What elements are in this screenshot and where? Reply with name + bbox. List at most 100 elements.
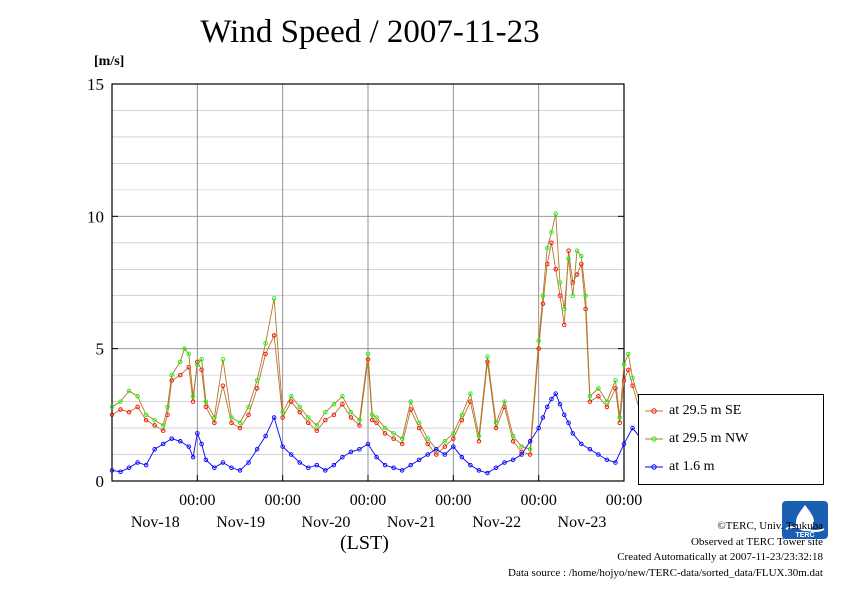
data-point	[271, 333, 277, 338]
data-point	[553, 267, 558, 272]
data-point	[118, 407, 123, 412]
data-point	[604, 399, 610, 404]
chart-legend: at 29.5 m SE at 29.5 m NW at 1.6 m	[638, 394, 824, 485]
data-point	[186, 364, 192, 370]
data-point	[630, 375, 635, 381]
data-point	[527, 446, 533, 452]
data-point	[540, 415, 546, 420]
data-point	[237, 468, 243, 473]
chart-title: Wind Speed / 2007-11-23	[200, 14, 540, 50]
data-point	[566, 248, 571, 253]
data-point	[566, 420, 571, 426]
data-point	[502, 460, 507, 465]
legend-label-se: at 29.5 m SE	[669, 403, 742, 418]
data-point	[203, 399, 209, 404]
data-point	[451, 431, 456, 436]
data-point	[203, 404, 209, 410]
data-point	[574, 248, 580, 253]
data-point	[118, 399, 123, 404]
data-point	[434, 452, 439, 457]
data-point	[237, 425, 243, 431]
data-point	[510, 433, 516, 439]
x-tick-label-date: Nov-23	[558, 514, 607, 531]
data-point	[263, 433, 268, 439]
data-point	[562, 322, 567, 328]
data-point	[617, 420, 622, 426]
y-axis-unit: [m/s]	[94, 54, 125, 69]
data-point	[630, 425, 635, 431]
data-point	[391, 436, 396, 441]
data-point	[621, 378, 627, 383]
data-point	[220, 460, 226, 465]
data-point	[331, 412, 337, 418]
x-tick-label-date: Nov-20	[302, 514, 351, 531]
data-point	[583, 293, 588, 298]
data-point	[549, 229, 554, 235]
data-point	[493, 425, 499, 431]
data-point	[331, 401, 337, 407]
data-point	[143, 462, 149, 468]
data-point	[280, 415, 285, 420]
data-point	[382, 462, 388, 468]
data-point	[212, 420, 217, 426]
data-point	[323, 409, 328, 415]
x-axis-title: (LST)	[340, 532, 389, 554]
data-point	[190, 394, 196, 399]
data-point	[485, 354, 490, 359]
data-point	[579, 441, 584, 447]
data-point	[178, 372, 183, 378]
data-point	[562, 306, 567, 312]
data-point	[195, 362, 200, 367]
data-point	[340, 454, 345, 460]
data-point	[425, 436, 430, 441]
data-point	[199, 367, 204, 373]
data-point	[382, 431, 388, 436]
series-1	[109, 211, 686, 452]
data-point	[160, 441, 166, 447]
data-point	[544, 245, 550, 251]
data-point	[416, 457, 422, 463]
data-point	[604, 457, 610, 463]
data-point	[314, 423, 320, 428]
data-point	[186, 351, 192, 357]
data-point	[459, 454, 465, 460]
y-tick-label: 0	[96, 472, 105, 491]
axis-ticks: 05101500:00Nov-1800:00Nov-1900:00Nov-200…	[87, 75, 642, 531]
data-point	[199, 357, 204, 362]
data-point	[348, 409, 354, 415]
data-point	[382, 425, 388, 431]
x-tick-label-time: 00:00	[435, 492, 471, 509]
data-point	[557, 401, 563, 407]
data-point	[553, 211, 558, 216]
data-point	[434, 446, 439, 452]
data-point	[510, 457, 516, 463]
data-point	[306, 465, 311, 471]
data-point	[118, 469, 123, 474]
data-point	[340, 394, 345, 399]
data-point	[399, 441, 405, 447]
data-point	[536, 346, 541, 351]
y-tick-label: 15	[87, 75, 104, 94]
data-point	[323, 468, 328, 473]
data-point	[271, 296, 277, 301]
x-tick-label-date: Nov-22	[472, 514, 521, 531]
data-point	[416, 420, 422, 426]
data-point	[178, 439, 183, 444]
data-point	[579, 261, 584, 267]
data-point	[229, 415, 234, 420]
data-point	[357, 446, 362, 452]
data-point	[152, 423, 157, 428]
data-point	[370, 412, 375, 418]
data-point	[408, 399, 413, 404]
data-point	[348, 415, 354, 420]
data-point	[195, 431, 200, 436]
data-point	[254, 378, 260, 383]
data-point	[519, 444, 524, 449]
data-point	[263, 351, 268, 357]
data-point	[527, 452, 533, 457]
data-point	[203, 457, 209, 463]
data-point	[357, 417, 362, 423]
data-point	[288, 394, 294, 399]
data-point	[476, 433, 482, 439]
data-point	[331, 462, 337, 468]
